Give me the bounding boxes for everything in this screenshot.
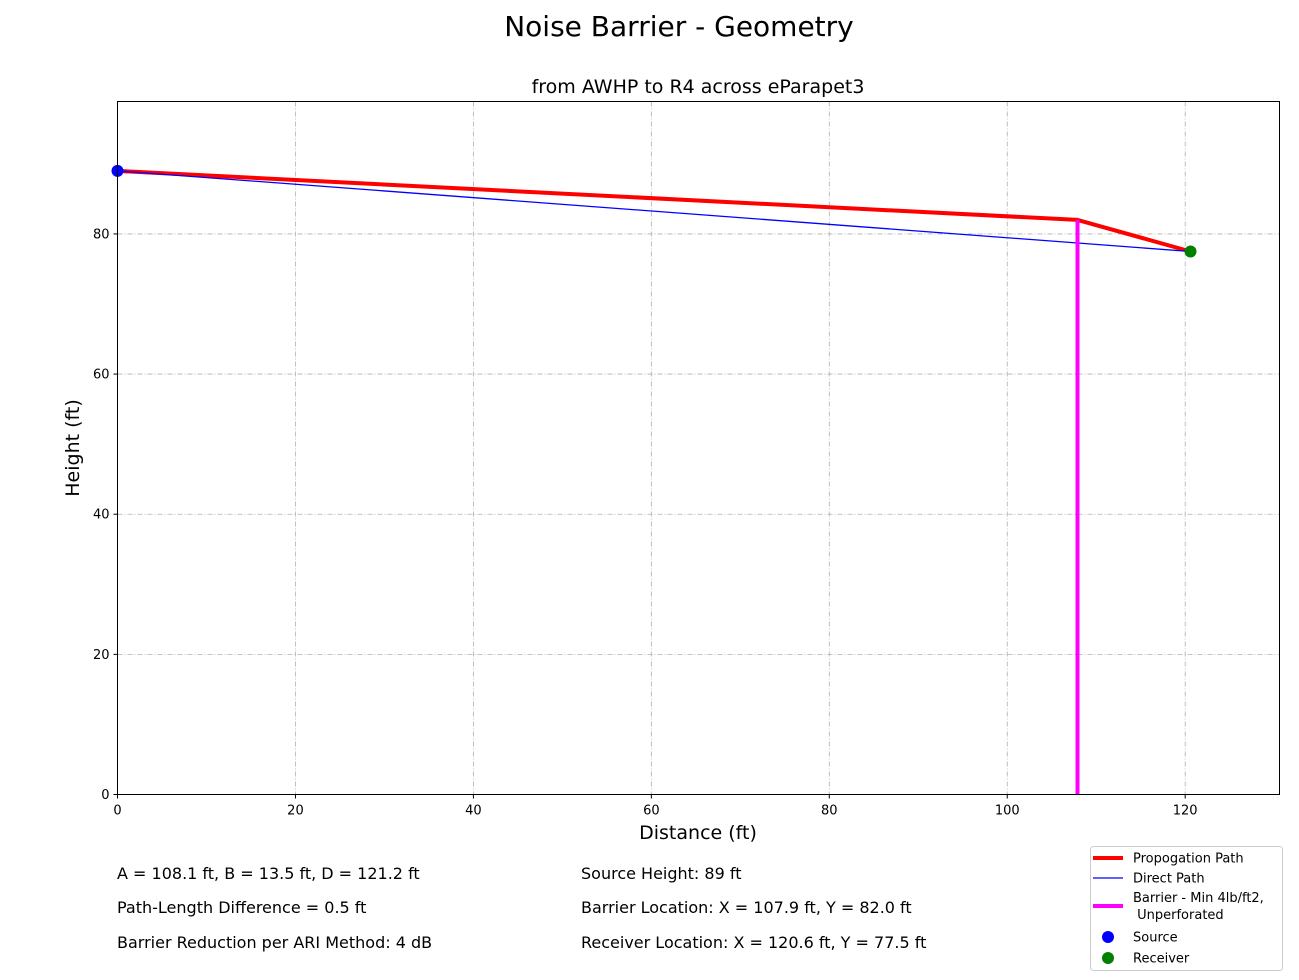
grid: [117, 101, 1280, 795]
legend-label: Source: [1133, 931, 1178, 946]
abd-text: A = 108.1 ft, B = 13.5 ft, D = 121.2 ft: [117, 864, 420, 883]
source-height: Source Height: 89 ft: [581, 864, 742, 883]
plot-frame: [117, 101, 1280, 795]
x-tick-label: 120: [1173, 804, 1198, 819]
direct-path-line: [117, 170, 1191, 253]
legend-label: Barrier - Min 4lb/ft2, Unperforated: [1133, 891, 1264, 923]
legend-box: [1090, 846, 1283, 971]
x-tick-label: 0: [113, 804, 121, 819]
legend-label: Propogation Path: [1133, 852, 1244, 867]
x-tick-label: 40: [465, 804, 482, 819]
x-axis-label: Distance (ft): [639, 822, 757, 844]
series-layer: [111, 164, 1197, 795]
receiver-location: Receiver Location: X = 120.6 ft, Y = 77.…: [581, 933, 927, 952]
legend-label: Receiver: [1133, 952, 1190, 967]
y-tick-label: 40: [93, 508, 110, 523]
receiver-marker: [1184, 245, 1197, 258]
chart-title: Noise Barrier - Geometry: [504, 10, 854, 43]
y-tick-label: 0: [101, 788, 109, 803]
y-tick-label: 60: [93, 368, 110, 383]
y-tick-label: 20: [93, 648, 110, 663]
barrier-reduction: Barrier Reduction per ARI Method: 4 dB: [117, 933, 433, 952]
legend: Propogation Path Direct Path Barrier - Min…: [1090, 846, 1283, 971]
legend-label: Direct Path: [1133, 872, 1205, 887]
y-axis-label: Height (ft): [62, 399, 84, 496]
legend-marker: [1102, 931, 1114, 943]
x-tick-label: 100: [995, 804, 1020, 819]
chart-subtitle: from AWHP to R4 across eParapet3: [532, 76, 865, 98]
x-tick-label: 80: [821, 804, 838, 819]
ticks: 0 20 40 60 80 100 120 0 20 40 60 80: [93, 227, 1198, 818]
x-tick-label: 60: [643, 804, 660, 819]
barrier-location: Barrier Location: X = 107.9 ft, Y = 82.0…: [581, 898, 912, 917]
legend-marker: [1102, 952, 1114, 964]
path-length-difference: Path-Length Difference = 0.5 ft: [117, 898, 367, 917]
y-tick-label: 80: [93, 227, 110, 242]
x-tick-label: 20: [287, 804, 304, 819]
